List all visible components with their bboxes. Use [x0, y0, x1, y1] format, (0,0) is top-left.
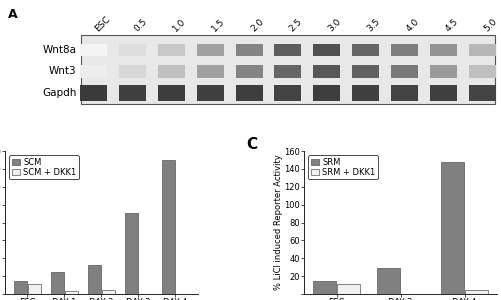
FancyBboxPatch shape — [274, 85, 301, 100]
FancyBboxPatch shape — [313, 65, 340, 78]
Text: ESC: ESC — [94, 15, 112, 34]
Text: A: A — [8, 8, 17, 21]
FancyBboxPatch shape — [467, 85, 494, 100]
FancyBboxPatch shape — [274, 65, 301, 78]
Bar — [312, 281, 335, 294]
Legend: SRM, SRM + DKK1: SRM, SRM + DKK1 — [308, 155, 377, 179]
FancyBboxPatch shape — [235, 65, 262, 78]
FancyBboxPatch shape — [80, 44, 107, 56]
FancyBboxPatch shape — [313, 44, 340, 56]
FancyBboxPatch shape — [235, 44, 262, 56]
Bar — [376, 268, 399, 294]
Bar — [161, 160, 175, 294]
Text: 1.0: 1.0 — [171, 17, 187, 34]
FancyBboxPatch shape — [235, 85, 262, 100]
Text: Gapdh: Gapdh — [42, 88, 76, 98]
FancyBboxPatch shape — [390, 44, 417, 56]
FancyBboxPatch shape — [429, 85, 456, 100]
FancyBboxPatch shape — [81, 34, 493, 104]
Text: 3.5: 3.5 — [365, 17, 381, 34]
FancyBboxPatch shape — [467, 44, 494, 56]
FancyBboxPatch shape — [429, 44, 456, 56]
Bar — [102, 290, 115, 294]
Bar — [14, 281, 27, 294]
Bar — [125, 213, 138, 294]
FancyBboxPatch shape — [196, 85, 223, 100]
FancyBboxPatch shape — [157, 85, 184, 100]
Text: 4.0: 4.0 — [404, 17, 420, 34]
Text: 4.5: 4.5 — [442, 17, 459, 34]
Text: Wnt8a: Wnt8a — [42, 45, 76, 55]
FancyBboxPatch shape — [313, 85, 340, 100]
FancyBboxPatch shape — [351, 65, 378, 78]
FancyBboxPatch shape — [351, 44, 378, 56]
FancyBboxPatch shape — [119, 65, 146, 78]
FancyBboxPatch shape — [157, 65, 184, 78]
Text: 5.0: 5.0 — [481, 17, 497, 34]
FancyBboxPatch shape — [196, 44, 223, 56]
FancyBboxPatch shape — [80, 65, 107, 78]
FancyBboxPatch shape — [467, 65, 494, 78]
Bar — [464, 290, 487, 294]
FancyBboxPatch shape — [274, 44, 301, 56]
Bar — [51, 272, 64, 294]
FancyBboxPatch shape — [351, 85, 378, 100]
Text: Wnt3: Wnt3 — [49, 66, 76, 76]
Bar — [337, 284, 360, 294]
FancyBboxPatch shape — [80, 85, 107, 100]
Bar — [65, 291, 78, 294]
Text: 0.5: 0.5 — [132, 17, 149, 34]
Text: 2.0: 2.0 — [248, 17, 265, 34]
Bar — [88, 265, 101, 294]
Y-axis label: % LiCl induced Reporter Activity: % LiCl induced Reporter Activity — [273, 154, 282, 290]
Text: C: C — [245, 137, 257, 152]
FancyBboxPatch shape — [119, 85, 146, 100]
FancyBboxPatch shape — [119, 44, 146, 56]
FancyBboxPatch shape — [390, 85, 417, 100]
FancyBboxPatch shape — [157, 44, 184, 56]
Text: 2.5: 2.5 — [288, 17, 304, 34]
Legend: SCM, SCM + DKK1: SCM, SCM + DKK1 — [9, 155, 79, 179]
Bar — [28, 284, 41, 294]
FancyBboxPatch shape — [429, 65, 456, 78]
Text: 1.5: 1.5 — [210, 17, 226, 34]
Bar — [440, 162, 463, 294]
Text: 3.0: 3.0 — [326, 17, 343, 34]
FancyBboxPatch shape — [390, 65, 417, 78]
FancyBboxPatch shape — [196, 65, 223, 78]
